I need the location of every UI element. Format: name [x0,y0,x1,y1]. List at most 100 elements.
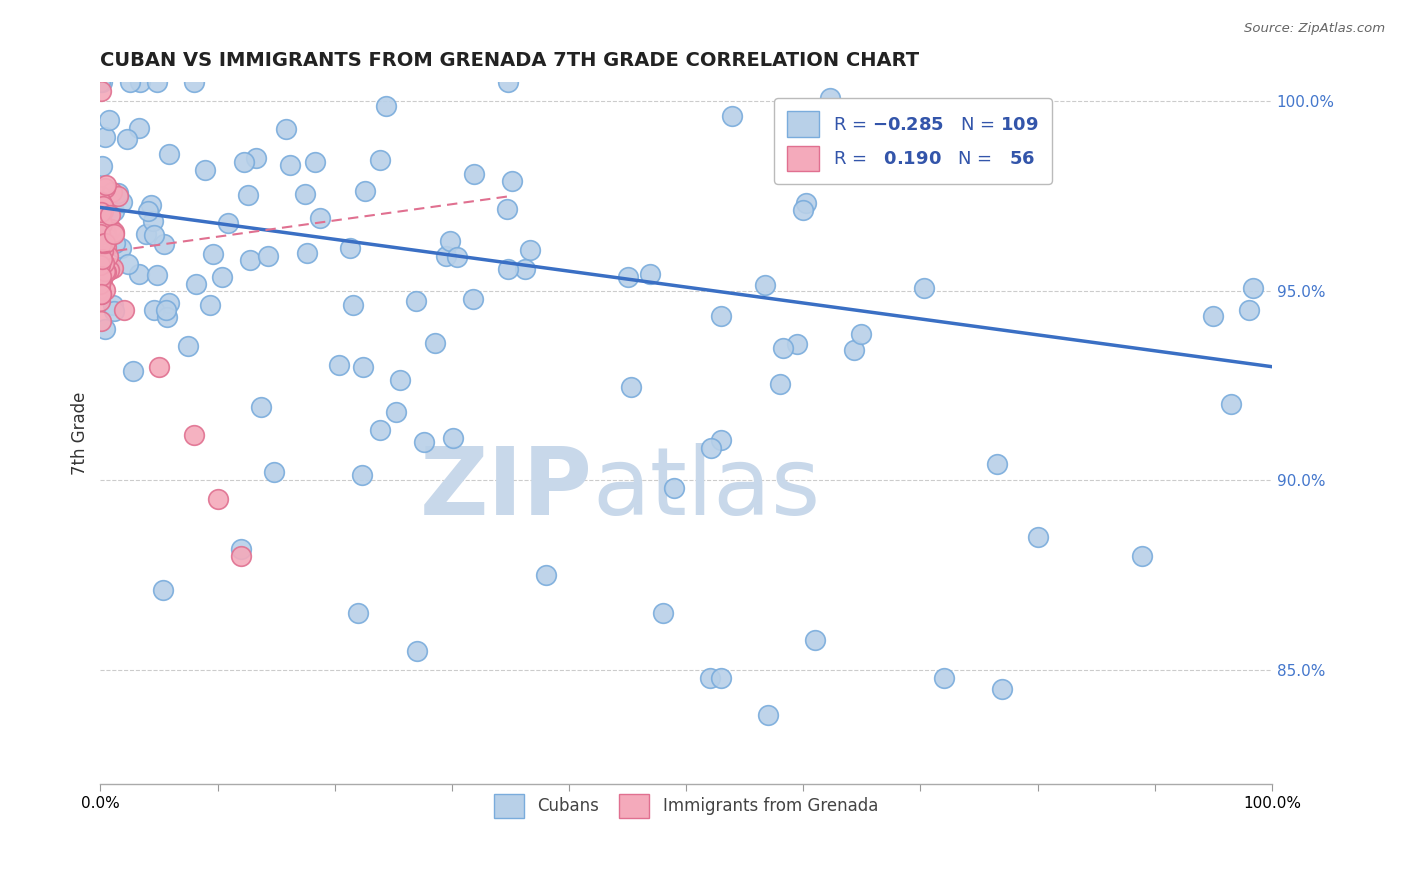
Point [353,184,375,198]
Y-axis label: 7th Grade: 7th Grade [72,392,89,475]
Text: atlas: atlas [592,443,821,535]
Point [98,208,121,222]
Point [100,221,122,235]
Point [405,644,427,658]
Point [89,268,111,283]
Point [91,195,114,210]
Point [446,250,468,264]
Point [101,185,124,199]
Point [89,249,111,263]
Point [818,91,841,105]
Point [388,373,411,387]
Point [842,343,865,357]
Point [91,199,114,213]
Point [710,309,733,323]
Point [1202,310,1225,324]
Point [91,75,114,89]
Point [91,215,114,229]
Point [96,231,118,245]
Point [97,249,120,263]
Point [849,327,872,342]
Point [184,277,207,291]
Point [90,235,112,249]
Point [96,178,118,192]
Point [90,159,112,173]
Point [94,180,117,194]
Point [90,270,112,285]
Point [239,253,262,268]
Point [142,213,165,227]
Point [90,273,112,287]
Point [991,681,1014,696]
Point [103,298,125,312]
Point [439,234,461,248]
Point [103,203,125,218]
Point [90,238,112,252]
Point [710,433,733,447]
Point [217,216,239,230]
Point [294,186,316,201]
Point [118,75,141,89]
Point [328,358,350,372]
Point [434,249,457,263]
Point [159,146,181,161]
Point [519,243,541,257]
Point [155,303,177,318]
Point [257,249,280,263]
Point [90,286,112,301]
Point [152,583,174,598]
Point [347,606,370,620]
Point [405,294,427,309]
Point [496,261,519,276]
Point [89,250,111,264]
Point [107,188,129,202]
Point [156,310,179,324]
Point [792,202,814,217]
Point [375,99,398,113]
Point [304,155,326,169]
Point [93,256,115,270]
Point [138,203,160,218]
Point [183,75,205,89]
Point [202,246,225,260]
Point [699,671,721,685]
Point [229,541,252,556]
Point [103,225,125,239]
Point [368,153,391,167]
Point [352,468,374,483]
Point [804,632,827,647]
Point [700,441,723,455]
Point [1241,280,1264,294]
Point [91,217,114,231]
Point [117,258,139,272]
Point [617,270,640,285]
Point [463,167,485,181]
Point [308,211,330,225]
Point [107,186,129,200]
Point [94,283,117,297]
Point [638,267,661,281]
Point [229,549,252,564]
Point [157,296,180,310]
Point [90,189,112,203]
Point [94,239,117,253]
Point [620,379,643,393]
Point [238,187,260,202]
Point [89,204,111,219]
Point [139,197,162,211]
Point [501,174,523,188]
Point [94,130,117,145]
Point [89,277,111,291]
Point [89,195,111,210]
Point [274,121,297,136]
Point [295,246,318,260]
Point [496,75,519,89]
Point [413,434,436,449]
Point [90,314,112,328]
Point [94,322,117,336]
Point [461,292,484,306]
Point [183,428,205,442]
Point [515,262,537,277]
Point [111,194,134,209]
Point [932,671,955,685]
